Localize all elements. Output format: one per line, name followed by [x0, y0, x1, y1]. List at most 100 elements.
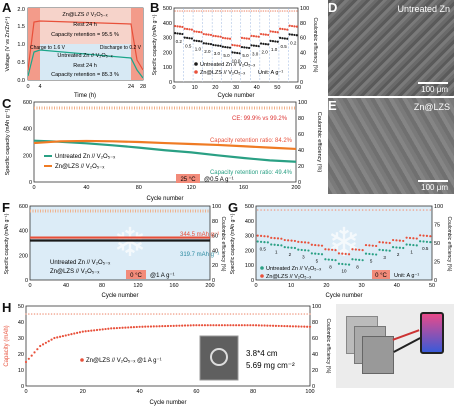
xtick-f-1: 40	[63, 283, 69, 289]
ce-point-b	[219, 10, 222, 12]
ytick-b-2: 200	[163, 50, 172, 56]
ce-point-g	[358, 209, 361, 211]
ce-point-h	[73, 313, 76, 315]
ce-point-h	[153, 313, 155, 315]
ce-points-g	[256, 209, 432, 211]
point-g-0	[391, 246, 395, 249]
y2tick-g-1: 25	[434, 260, 440, 266]
y2tick-b-4: 80	[300, 21, 306, 27]
ce-point-h	[269, 313, 272, 315]
sem-title-lzs: Zn@LZS	[413, 102, 450, 112]
xtick-b-5: 50	[274, 85, 280, 91]
point-h	[110, 327, 113, 330]
yticks-h: 0 10 20 30 40 50	[18, 304, 24, 390]
point-g-1	[422, 234, 425, 237]
ce-point-h	[201, 313, 203, 315]
ytick-b-0: 0	[169, 80, 172, 86]
point-h	[254, 324, 258, 327]
ce-point-h	[118, 313, 121, 315]
y2tick-h-5: 100	[312, 304, 321, 310]
points-h	[24, 324, 312, 364]
point-b-0	[250, 44, 253, 47]
annot-a-7: Capacity retention = 85.3 %	[51, 72, 119, 78]
ce-point-h	[229, 313, 232, 315]
legend-b-marker-0	[194, 62, 198, 66]
ce-point-h	[155, 313, 158, 315]
ce-point-g	[402, 209, 405, 211]
panel-letter-h: H	[2, 300, 12, 315]
ce-point-g	[419, 209, 421, 211]
point-b-1	[197, 30, 201, 34]
point-b-0	[238, 52, 241, 55]
point-h	[306, 325, 309, 328]
ytick-g-4: 400	[245, 219, 254, 225]
ce-point-g	[311, 209, 313, 211]
ce-point-g	[371, 209, 374, 211]
point-b-0	[193, 39, 196, 42]
point-h	[98, 328, 101, 331]
point-h	[260, 324, 263, 327]
point-h	[198, 324, 201, 327]
ce-point-h	[189, 313, 192, 315]
ce-point-h	[90, 313, 93, 315]
pouch-cell-photo	[199, 335, 239, 381]
point-h	[24, 360, 28, 364]
point-h	[215, 324, 218, 327]
ce-point-g	[355, 209, 357, 211]
annot-c-2: Capacity retention ratio: 49.4%	[210, 170, 293, 176]
ce-point-b	[183, 10, 186, 12]
rate-label-g-2: 2	[289, 252, 292, 257]
point-h	[195, 324, 198, 327]
point-g-1	[337, 252, 341, 255]
point-b-1	[236, 44, 239, 47]
xticks-b: 0 10 20 30 40 50 60	[172, 85, 301, 91]
point-g-1	[381, 241, 385, 244]
point-h	[206, 324, 209, 327]
wire-black	[393, 337, 421, 353]
xtick-c-1: 40	[83, 185, 89, 191]
xtick-a-1: 4	[38, 84, 41, 90]
point-g-0	[283, 246, 286, 249]
ce-point-g	[341, 209, 344, 211]
ce-point-b	[286, 10, 289, 12]
ce-point-b	[234, 10, 236, 12]
y2ticks-g: 0 25 50 75 100	[434, 204, 443, 284]
scale-bar-d	[418, 82, 448, 84]
xtick-g-3: 30	[359, 283, 365, 289]
point-b-1	[200, 31, 203, 34]
point-h	[308, 325, 312, 328]
point-b-0	[233, 51, 236, 54]
ce-point-h	[76, 313, 78, 315]
ce-point-b	[195, 10, 198, 12]
xtick-g-5: 50	[429, 283, 435, 289]
panel-letter-a: A	[2, 0, 12, 15]
ce-point-b	[248, 10, 250, 12]
ce-point-b	[269, 10, 272, 12]
ce-point-b	[222, 10, 224, 12]
ce-point-h	[56, 313, 59, 315]
point-b-1	[267, 33, 270, 37]
y2tick-c-2: 40	[298, 148, 304, 154]
point-h	[263, 324, 266, 327]
point-b-0	[228, 46, 232, 49]
ce-point-h	[25, 313, 27, 315]
ce-point-b	[200, 10, 203, 12]
ce-point-h	[198, 313, 201, 315]
ce-point-h	[167, 313, 169, 315]
ce-point-b	[272, 10, 274, 12]
panel-letter-d: D	[328, 0, 338, 15]
point-h	[297, 325, 300, 328]
point-g-1	[300, 241, 303, 244]
ce-point-g	[331, 209, 333, 211]
y2tick-h-0: 0	[312, 384, 315, 390]
rate-label-g-4: 5	[316, 258, 319, 263]
ce-point-h	[104, 313, 107, 315]
point-g-0	[422, 240, 425, 243]
point-g-0	[337, 262, 341, 265]
point-g-0	[375, 253, 378, 256]
y2tick-b-1: 20	[300, 65, 306, 71]
ce-point-b	[281, 10, 284, 12]
y2tick-b-2: 40	[300, 50, 306, 56]
xlabel-b: Cycle number	[217, 93, 254, 99]
point-h	[178, 324, 181, 327]
